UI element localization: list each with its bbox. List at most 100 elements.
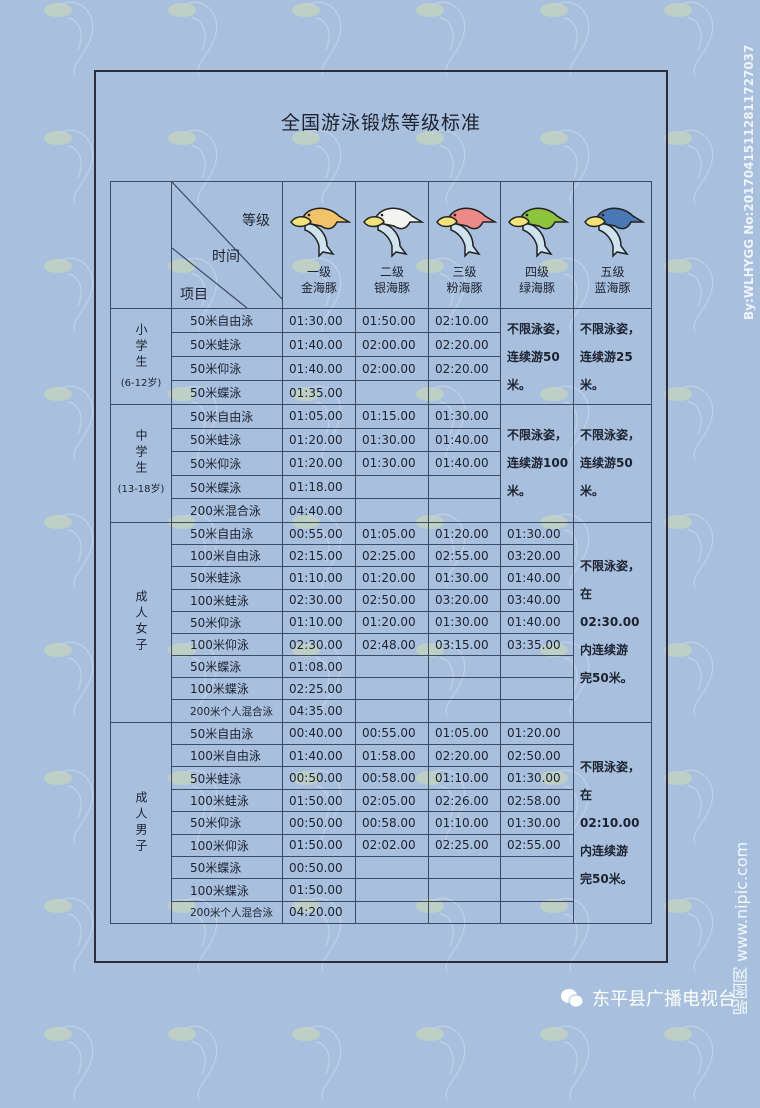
- time-cell: 02:58.00: [500, 788, 574, 813]
- note-line: 不限泳姿，: [580, 428, 641, 443]
- note-line: 米。: [507, 484, 532, 499]
- time-cell: 01:50.00: [355, 308, 429, 333]
- table-row: 成人男子 50米自由泳 00:40.00 00:55.00 01:05.00 01:20.…: [110, 721, 652, 925]
- group-cell: 成人女子: [110, 521, 172, 723]
- time-cell: [428, 855, 501, 880]
- note-line: 不限泳姿，: [580, 759, 641, 774]
- item-axis-label: 项目: [180, 287, 208, 303]
- note-line: 不限泳姿，: [580, 321, 641, 336]
- grade-level: 四级: [524, 265, 549, 279]
- note-line: 内连续游: [580, 843, 629, 858]
- time-cell: 02:50.00: [500, 744, 574, 768]
- background-dolphin-pattern: [660, 374, 730, 468]
- time-cell: 04:20.00: [282, 900, 356, 925]
- time-cell: 01:50.00: [282, 878, 356, 902]
- time-cell: 01:10.00: [282, 610, 356, 634]
- note-line: 在02:30.00: [580, 587, 640, 630]
- time-cell: 01:20.00: [355, 610, 429, 634]
- item-cell: 50米蝶泳: [171, 655, 283, 679]
- time-cell: 03:35.00: [500, 632, 574, 657]
- time-cell: 02:50.00: [355, 588, 429, 612]
- diagonal-lines: [172, 182, 283, 308]
- item-cell: 100米自由泳: [171, 744, 283, 768]
- dolphin-icon: [290, 207, 351, 258]
- table-row: 100米蛙泳 02:30.00 02:50.00 03:20.00 03:40.00: [111, 588, 652, 612]
- time-cell: [500, 855, 574, 880]
- time-cell: 01:50.00: [282, 788, 356, 813]
- table-row: 100米仰泳 01:50.00 02:02.00 02:25.00 02:55.00: [111, 833, 652, 858]
- item-cell: 50米蛙泳: [171, 766, 283, 790]
- time-cell: 01:15.00: [355, 404, 429, 429]
- time-cell: [500, 677, 574, 701]
- time-cell: 03:20.00: [428, 588, 501, 612]
- table-row: 50米蝶泳 01:08.00: [111, 655, 652, 679]
- grade5-note: 不限泳姿， 连续游25 米。: [573, 308, 652, 405]
- time-cell: 01:35.00: [282, 380, 356, 405]
- grade5-note: 不限泳姿， 在02:30.00 内连续游 完50米。: [573, 521, 652, 723]
- background-dolphin-pattern: [660, 118, 730, 212]
- time-cell: 01:10.00: [428, 811, 501, 835]
- table-row: 50米蝶泳 00:50.00: [111, 855, 652, 880]
- note-line: 在02:10.00: [580, 787, 640, 830]
- time-cell: [355, 655, 429, 679]
- time-cell: 01:30.00: [428, 404, 501, 429]
- background-dolphin-pattern: [660, 886, 730, 980]
- table-row: 100米自由泳 02:15.00 02:25.00 02:55.00 03:20.00: [111, 544, 652, 568]
- dolphin-icon: [363, 207, 424, 258]
- group-cell: 成人男子: [110, 721, 172, 925]
- item-cell: 50米仰泳: [171, 356, 283, 381]
- background-dolphin-pattern: [288, 1014, 358, 1108]
- item-cell: 50米蝶泳: [171, 855, 283, 880]
- note-line: 完50米。: [580, 871, 633, 886]
- time-cell: 01:50.00: [282, 833, 356, 858]
- time-cell: 02:55.00: [500, 833, 574, 858]
- background-dolphin-pattern: [288, 0, 358, 84]
- group-name: 成人男子: [134, 790, 148, 855]
- page-title: 全国游泳锻炼等级标准: [280, 112, 481, 134]
- item-cell: 50米仰泳: [171, 811, 283, 835]
- background-dolphin-pattern: [40, 886, 110, 980]
- group-age: (13-18岁): [117, 484, 165, 496]
- time-cell: [428, 474, 501, 500]
- time-cell: 02:30.00: [282, 588, 356, 612]
- table-row: 50米仰泳 01:40.00 02:00.00 02:20.00: [111, 356, 652, 381]
- dolphin-icon: [435, 207, 497, 258]
- background-dolphin-pattern: [40, 0, 110, 84]
- time-cell: 00:58.00: [355, 766, 429, 790]
- grade-name: 粉海豚: [446, 281, 483, 295]
- time-cell: 01:30.00: [500, 811, 574, 835]
- time-cell: [428, 655, 501, 679]
- grade5-note: 不限泳姿， 在02:10.00 内连续游完50米。: [573, 721, 652, 925]
- time-cell: 02:15.00: [282, 544, 356, 568]
- table-row: 中学生 (13-18岁) 50米自由泳 01:05.00 01:15.00 01:30.0…: [110, 404, 652, 523]
- time-cell: 02:02.00: [355, 833, 429, 858]
- item-cell: 50米蝶泳: [171, 380, 283, 405]
- time-cell: 01:40.00: [500, 566, 574, 590]
- time-cell: 01:40.00: [428, 427, 501, 453]
- dolphin-icon: [583, 207, 645, 258]
- note-line: 不限泳姿，: [507, 428, 568, 443]
- table-row: 50米仰泳 01:20.00 01:30.00 01:40.00: [111, 451, 652, 476]
- header-diagonal-cell: 等级 时间 项目: [171, 181, 283, 309]
- item-cell: 100米自由泳: [171, 544, 283, 568]
- time-cell: 04:40.00: [282, 498, 356, 523]
- item-cell: 100米蛙泳: [171, 588, 283, 612]
- item-cell: 200米个人混合泳: [171, 699, 283, 723]
- grade4-note: 不限泳姿， 连续游50 米。: [500, 308, 574, 405]
- background-dolphin-pattern: [40, 758, 110, 852]
- note-line: 连续游100: [507, 456, 569, 471]
- time-cell: 01:08.00: [282, 655, 356, 679]
- grade5-note: 不限泳姿， 连续游50 米。: [573, 404, 652, 523]
- time-cell: 02:00.00: [355, 356, 429, 381]
- note-line: 米。: [580, 377, 605, 392]
- time-cell: 01:20.00: [282, 451, 356, 476]
- time-cell: 01:20.00: [428, 521, 501, 546]
- wechat-icon: [561, 989, 584, 1008]
- grade-header-1: 一级 金海豚: [282, 181, 356, 309]
- time-cell: [355, 498, 429, 523]
- background-dolphin-pattern: [40, 502, 110, 596]
- background-dolphin-pattern: [164, 0, 234, 84]
- table-row: 50米仰泳 00:50.00 00:58.00 01:10.00 01:30.00: [111, 811, 652, 835]
- note-line: 完50米。: [580, 671, 633, 686]
- wechat-account-name: 东平县广播电视台: [592, 989, 736, 1010]
